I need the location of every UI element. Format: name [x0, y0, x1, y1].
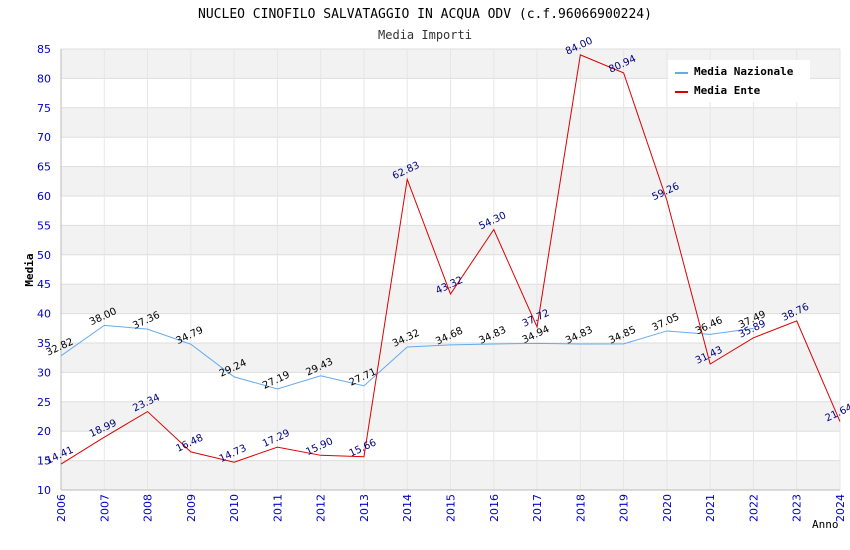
y-tick-label: 75 — [37, 102, 51, 115]
y-axis-ticks: 10 15 20 25 30 35 40 45 50 55 60 65 70 75 80 85 — [37, 43, 51, 497]
x-tick-label: 2022 — [747, 494, 760, 522]
x-tick-label: 2017 — [531, 494, 544, 522]
x-tick-label: 2009 — [185, 494, 198, 522]
x-tick-label: 2015 — [445, 494, 458, 522]
data-label: 37.05 — [651, 312, 682, 334]
y-tick-label: 30 — [37, 366, 51, 379]
legend-label-media-nazionale: Media Nazionale — [694, 65, 794, 78]
x-tick-label: 2007 — [98, 494, 111, 522]
y-tick-label: 40 — [37, 308, 51, 321]
x-tick-label: 2013 — [358, 494, 371, 522]
x-tick-label: 2020 — [661, 494, 674, 522]
x-tick-label: 2024 — [834, 494, 847, 522]
series-lines — [60, 54, 841, 465]
y-tick-label: 15 — [37, 455, 51, 468]
x-tick-label: 2014 — [401, 494, 414, 522]
y-tick-label: 65 — [37, 161, 51, 174]
x-tick-label: 2019 — [618, 494, 631, 522]
y-tick-label: 50 — [37, 249, 51, 262]
chart-title: NUCLEO CINOFILO SALVATAGGIO IN ACQUA ODV… — [198, 7, 652, 22]
x-tick-label: 2006 — [55, 494, 68, 522]
y-tick-label: 60 — [37, 190, 51, 203]
y-tick-label: 70 — [37, 131, 51, 144]
y-tick-label: 10 — [37, 484, 51, 497]
y-tick-label: 25 — [37, 396, 51, 409]
legend-label-media-ente: Media Ente — [694, 84, 761, 97]
legend: Media Nazionale Media Ente — [668, 60, 810, 102]
x-tick-label: 2016 — [488, 494, 501, 522]
series-line-media-ente — [60, 54, 841, 465]
x-axis-label: Anno — [812, 518, 839, 531]
chart-subtitle: Media Importi — [378, 28, 472, 42]
x-tick-label: 2018 — [574, 494, 587, 522]
legend-box — [668, 60, 810, 102]
y-tick-label: 80 — [37, 72, 51, 85]
y-tick-label: 55 — [37, 219, 51, 232]
x-tick-label: 2010 — [228, 494, 241, 522]
y-tick-label: 35 — [37, 337, 51, 350]
y-tick-label: 85 — [37, 43, 51, 56]
series-line-media-nazionale — [60, 324, 754, 390]
y-tick-label: 20 — [37, 425, 51, 438]
x-tick-label: 2011 — [271, 494, 284, 522]
x-tick-label: 2021 — [704, 494, 717, 522]
x-tick-label: 2008 — [142, 494, 155, 522]
y-axis-label: Media — [23, 253, 36, 286]
data-label: 15.66 — [348, 437, 379, 459]
y-tick-label: 45 — [37, 278, 51, 291]
x-axis-ticks: 2006 2007 2008 2009 2010 2011 2012 2013 2014 2015… — [55, 494, 847, 522]
x-tick-label: 2012 — [315, 494, 328, 522]
x-tick-label: 2023 — [791, 494, 804, 522]
